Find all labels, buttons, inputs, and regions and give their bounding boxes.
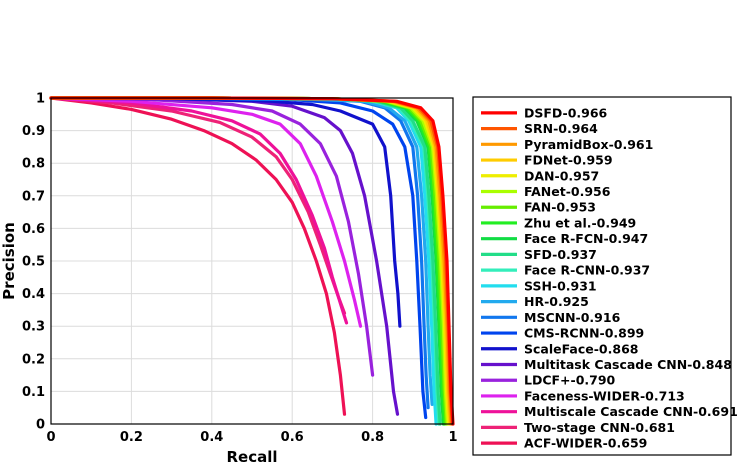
legend-entry: HR-0.925 — [524, 294, 589, 309]
x-tick-label: 0.2 — [120, 430, 143, 445]
legend-entry: LDCF+-0.790 — [524, 373, 616, 388]
legend-entry: FANet-0.956 — [524, 184, 611, 199]
y-tick-label: 1 — [36, 92, 45, 107]
y-tick-label: 0.3 — [22, 320, 45, 335]
legend-entry: DSFD-0.966 — [524, 105, 608, 120]
y-tick-label: 0.6 — [22, 222, 45, 237]
y-tick-label: 0 — [36, 418, 45, 433]
series-line — [49, 96, 349, 325]
legend-entry: PyramidBox-0.961 — [524, 137, 653, 152]
legend-entry: Face R-CNN-0.937 — [524, 263, 650, 278]
y-tick-label: 0.8 — [22, 157, 45, 172]
x-axis-label: Recall — [226, 448, 277, 466]
y-tick-label: 0.1 — [22, 385, 45, 400]
series-line — [49, 96, 428, 420]
legend-entry: Faceness-WIDER-0.713 — [524, 388, 685, 403]
legend-entry: SSH-0.931 — [524, 278, 597, 293]
series-line — [49, 96, 363, 328]
x-tick-label: 1 — [448, 430, 457, 445]
series-line — [49, 96, 400, 416]
x-tick-label: 0.6 — [281, 430, 304, 445]
plot-frame — [50, 97, 454, 425]
legend-entry: ACF-WIDER-0.659 — [524, 436, 647, 451]
y-axis-label: Precision — [0, 222, 18, 300]
series-line — [49, 96, 402, 328]
y-tick-label: 0.5 — [22, 255, 45, 270]
legend-entry: Two-stage CNN-0.681 — [524, 420, 675, 435]
y-tick-label: 0.7 — [22, 189, 45, 204]
legend: DSFD-0.966SRN-0.964PyramidBox-0.961FDNet… — [472, 96, 738, 456]
legend-entry: FAN-0.953 — [524, 200, 596, 215]
legend-entry: Multitask Cascade CNN-0.848 — [524, 357, 732, 372]
legend-entry: SFD-0.937 — [524, 247, 597, 262]
y-tick-label: 0.2 — [22, 352, 45, 367]
x-tick-label: 0.8 — [361, 430, 384, 445]
x-tick-label: 0 — [46, 430, 55, 445]
legend-entry: ScaleFace-0.868 — [524, 341, 638, 356]
legend-entry: SRN-0.964 — [524, 121, 598, 136]
legend-entry: Zhu et al.-0.949 — [524, 215, 636, 230]
y-tick-label: 0.9 — [22, 124, 45, 139]
legend-entry: Multiscale Cascade CNN-0.691 — [524, 404, 738, 419]
x-tick-labels: 0 0.2 0.4 0.6 0.8 1 — [46, 430, 457, 445]
legend-entry: CMS-RCNN-0.899 — [524, 326, 644, 341]
legend-entry: DAN-0.957 — [524, 168, 599, 183]
y-tick-label: 0.4 — [22, 287, 45, 302]
series-line — [49, 96, 347, 416]
y-tick-labels: 0 0.1 0.2 0.3 0.4 0.5 0.6 0.7 0.8 0.9 1 — [22, 92, 45, 433]
legend-entry: Face R-FCN-0.947 — [524, 231, 648, 246]
x-tick-label: 0.4 — [200, 430, 223, 445]
legend-entry: MSCNN-0.916 — [524, 310, 621, 325]
series-line — [49, 96, 375, 377]
legend-entry: FDNet-0.959 — [524, 153, 613, 168]
